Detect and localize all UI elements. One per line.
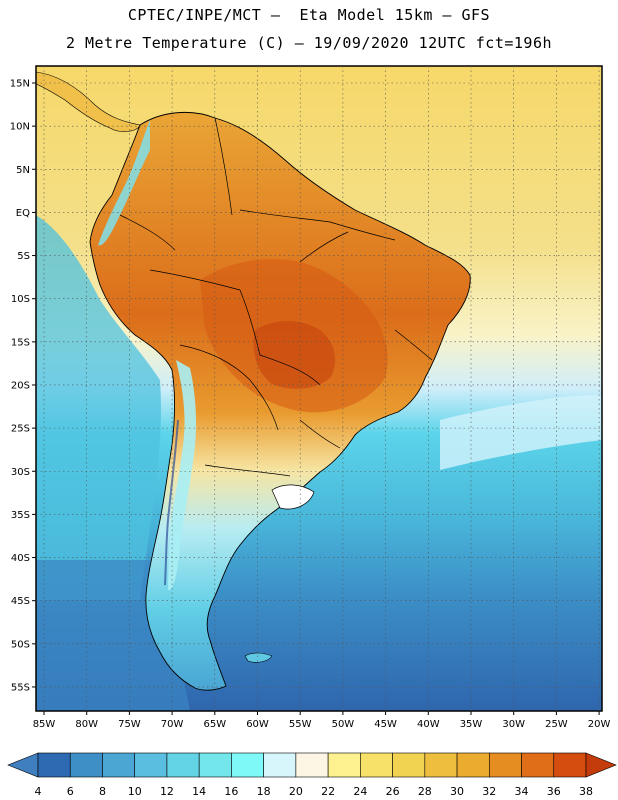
colorbar-low-arrow <box>7 752 39 778</box>
colorbar-label: 36 <box>547 785 561 798</box>
colorbar-label: 32 <box>482 785 496 798</box>
lon-tick-label: 85W <box>33 719 56 730</box>
lon-tick-label: 40W <box>417 719 440 730</box>
colorbar-label: 20 <box>289 785 303 798</box>
colorbar-label: 38 <box>579 785 593 798</box>
colorbar-swatch <box>392 752 426 778</box>
colorbar-label: 16 <box>224 785 238 798</box>
uruguay-cool-patch <box>271 484 315 510</box>
lat-tick-label: 55S <box>11 682 30 693</box>
lon-tick-label: 70W <box>161 719 184 730</box>
lon-tick-label: 55W <box>289 719 312 730</box>
lat-tick-label: 35S <box>11 510 30 521</box>
lat-tick-label: 25S <box>11 424 30 435</box>
colorbar-swatch <box>327 752 361 778</box>
colorbar-label: 18 <box>257 785 271 798</box>
country-borders <box>119 117 433 477</box>
pacific-cool-band <box>36 215 161 600</box>
colorbar-swatch <box>102 752 136 778</box>
lon-tick-label: 25W <box>545 719 568 730</box>
lat-tick-label: 15S <box>11 337 30 348</box>
lon-tick-label: 60W <box>246 719 269 730</box>
colorbar-swatch <box>488 752 522 778</box>
atlantic-cool-band <box>440 395 602 470</box>
colorbar-swatch <box>360 752 393 778</box>
lat-tick-label: 15N <box>10 79 30 90</box>
colorbar-label: 8 <box>99 785 106 798</box>
colorbar: 4 6 8 10 12 14 16 18 20 22 24 26 28 30 32 34 36 38 <box>7 752 617 798</box>
colorbar-swatch <box>424 752 458 778</box>
andes-south-strip <box>168 360 197 591</box>
colorbar-label: 26 <box>386 785 400 798</box>
colorbar-label: 34 <box>515 785 529 798</box>
lat-tick-label: 40S <box>11 553 30 564</box>
colorbar-swatch <box>198 752 232 778</box>
lat-tick-label: 10N <box>10 122 30 133</box>
title-line-2: 2 Metre Temperature (C) – 19/09/2020 12U… <box>65 34 553 52</box>
falkland-islands <box>244 652 273 663</box>
colorbar-label: 10 <box>128 785 142 798</box>
colorbar-label: 24 <box>353 785 367 798</box>
colorbar-swatch <box>69 752 103 778</box>
latitude-axis: 15N 10N 5N EQ 5S 10S 15S 20S 25S 30S 35S 40S 45S 50S 5… <box>10 79 36 693</box>
lat-tick-label: 50S <box>11 639 30 650</box>
lat-tick-label: 5S <box>17 251 30 262</box>
lon-tick-label: 35W <box>460 719 483 730</box>
colorbar-label: 22 <box>321 785 335 798</box>
title-line-1: CPTEC/INPE/MCT – Eta Model 15km – GFS <box>127 6 491 24</box>
lon-tick-label: 65W <box>203 719 226 730</box>
lon-tick-label: 30W <box>502 719 525 730</box>
colorbar-swatch <box>134 752 168 778</box>
colorbar-label: 12 <box>160 785 174 798</box>
hottest-core <box>253 321 336 389</box>
colorbar-label: 28 <box>418 785 432 798</box>
colorbar-swatch <box>521 752 555 778</box>
colorbar-high-arrow <box>585 752 617 778</box>
lat-tick-label: 10S <box>11 294 30 305</box>
andes-ridge <box>164 419 179 586</box>
lat-tick-label: 20S <box>11 380 30 391</box>
central-america <box>36 71 141 132</box>
lon-tick-label: 20W <box>588 719 611 730</box>
colorbar-swatch <box>231 752 264 778</box>
lat-tick-label: EQ <box>16 208 30 219</box>
colorbar-swatch <box>166 752 200 778</box>
lon-tick-label: 45W <box>374 719 397 730</box>
colorbar-label: 30 <box>450 785 464 798</box>
colorbar-swatch <box>37 752 71 778</box>
longitude-axis: 85W 80W 75W 70W 65W 60W 55W 50W 45W 40W 35W 30W 25W 2… <box>33 711 611 730</box>
colorbar-label: 6 <box>67 785 74 798</box>
colorbar-label: 4 <box>35 785 42 798</box>
lat-tick-label: 30S <box>11 467 30 478</box>
lon-tick-label: 80W <box>75 719 98 730</box>
colorbar-swatch <box>263 752 297 778</box>
colorbar-swatch <box>553 752 587 778</box>
lon-tick-label: 75W <box>118 719 141 730</box>
andes-north-strip <box>98 120 150 246</box>
colorbar-swatch <box>295 752 329 778</box>
lat-tick-label: 45S <box>11 596 30 607</box>
lat-tick-label: 5N <box>16 165 30 176</box>
colorbar-label: 14 <box>192 785 206 798</box>
map-frame <box>35 65 603 712</box>
colorbar-swatch <box>456 752 490 778</box>
lon-tick-label: 50W <box>332 719 355 730</box>
